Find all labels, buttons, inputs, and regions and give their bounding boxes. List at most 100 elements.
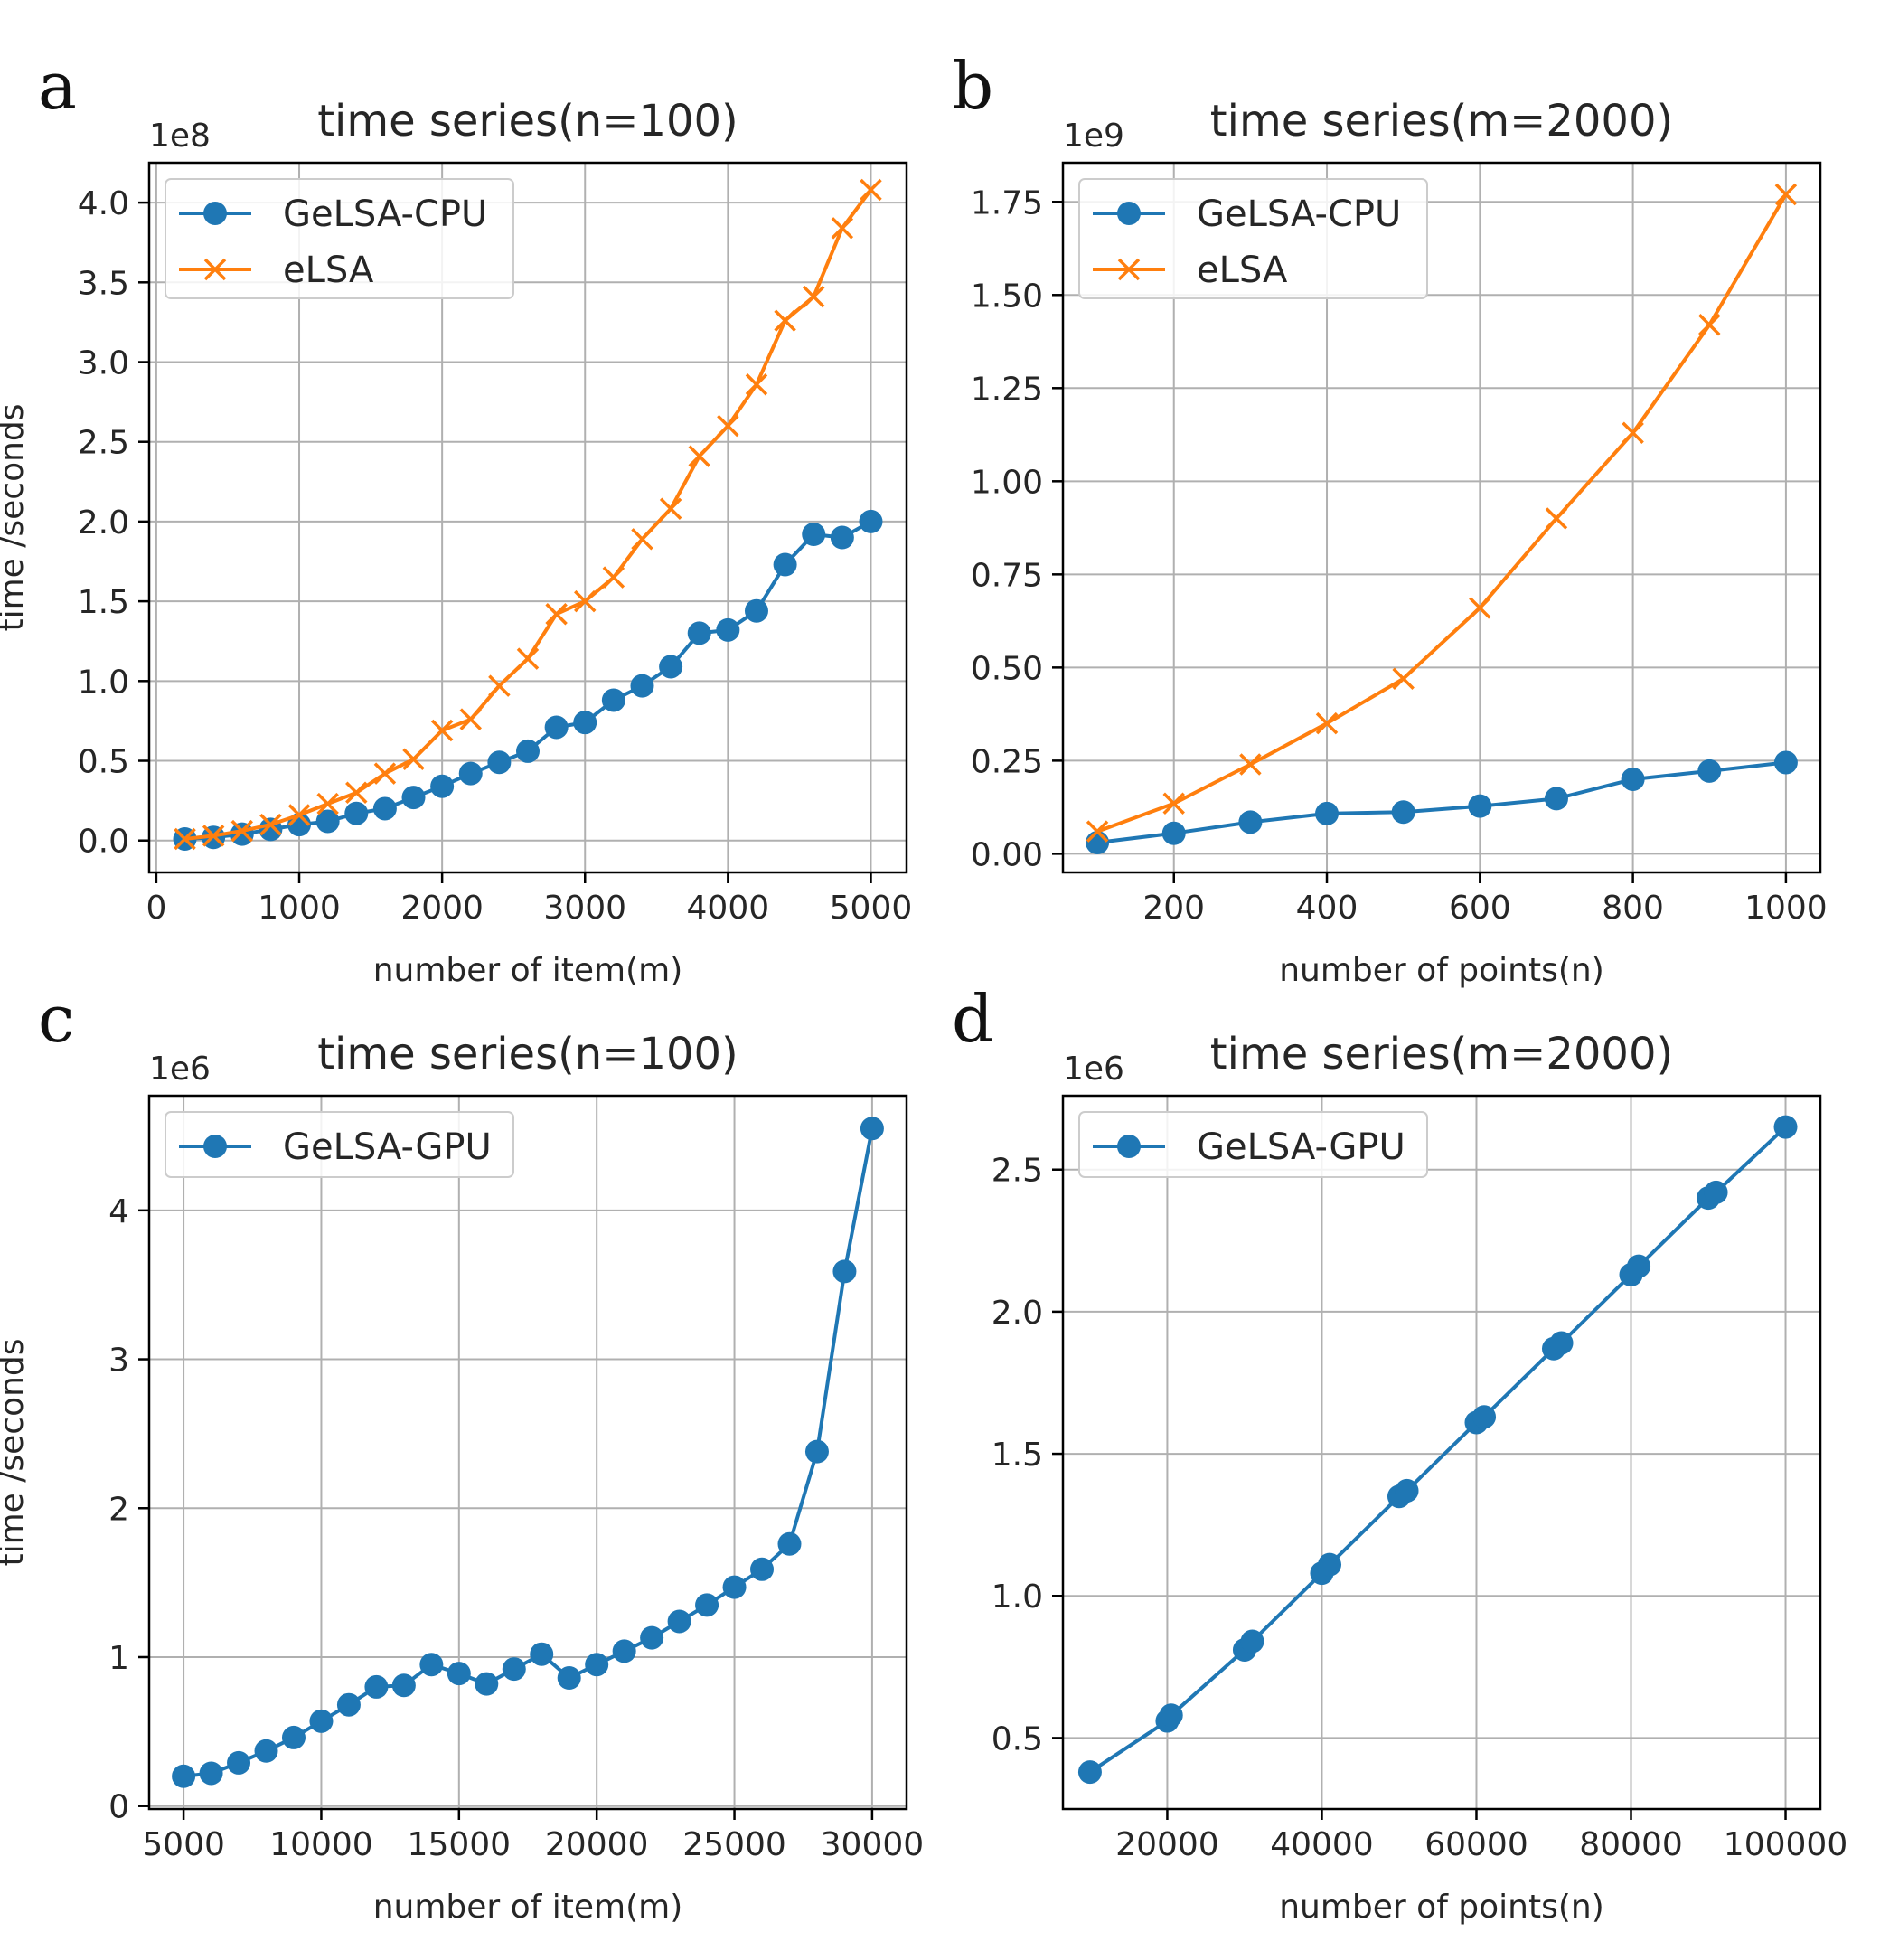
legend-label: eLSA — [283, 250, 374, 291]
data-point — [281, 1725, 306, 1749]
plot-area-c — [149, 1096, 907, 1809]
legend-marker — [1117, 258, 1141, 281]
y-tick-label: 2 — [108, 1491, 129, 1528]
series-gelsa-gpu-c — [172, 1117, 884, 1788]
x-axis-label-b: number of points(n) — [1279, 952, 1604, 989]
data-point — [316, 792, 339, 815]
data-point — [1238, 810, 1263, 834]
x-tick-label: 20000 — [545, 1826, 649, 1863]
panel-letter-d: d — [952, 981, 993, 1057]
data-point — [1544, 787, 1568, 811]
legend-c: GeLSA-GPU — [165, 1111, 514, 1178]
y-tick-label: 1.50 — [971, 278, 1043, 315]
data-point — [1162, 792, 1185, 815]
data-point — [860, 1117, 884, 1141]
data-point — [447, 1662, 471, 1686]
y-tick-label: 1.0 — [992, 1578, 1043, 1616]
data-point — [336, 1692, 361, 1717]
legend-marker — [1117, 202, 1141, 225]
y-tick-label: 1 — [108, 1640, 129, 1677]
axes-frame-c — [147, 1094, 908, 1811]
series-line — [1088, 1126, 1787, 1774]
y-tick-label: 0.0 — [78, 824, 129, 861]
y-tick-label: 0.5 — [992, 1720, 1043, 1757]
y-axis-label-a: time /seconds — [0, 403, 31, 631]
legend-a: GeLSA-CPU eLSA — [165, 178, 514, 299]
y-tick-label: 4 — [108, 1193, 129, 1230]
x-tick-label: 600 — [1449, 890, 1511, 927]
data-point — [1697, 759, 1722, 783]
legend-marker — [1117, 1135, 1141, 1158]
data-point — [1086, 831, 1110, 855]
y-tick-label: 4.0 — [78, 185, 129, 222]
data-point — [773, 552, 797, 577]
x-tick-label: 4000 — [687, 890, 770, 927]
data-point — [557, 1666, 581, 1691]
y-offset-label-d: 1e6 — [1063, 1051, 1124, 1088]
x-tick-label: 20000 — [1115, 1826, 1219, 1863]
data-point — [516, 739, 540, 763]
data-point — [1773, 750, 1798, 775]
ticks-c: 5000 10000 15000 20000 25000 30000 0 1 2 3 4 — [108, 1193, 924, 1863]
x-tick-label: 2000 — [400, 890, 484, 927]
legend-label: GeLSA-GPU — [1197, 1126, 1405, 1168]
chart-title-a: time series(n=100) — [317, 96, 738, 146]
legend-label: GeLSA-CPU — [1197, 193, 1401, 235]
x-tick-label: 0 — [146, 890, 166, 927]
data-point — [1240, 1629, 1264, 1654]
data-point — [1698, 314, 1721, 336]
data-point — [1627, 1254, 1651, 1278]
data-point — [430, 774, 455, 798]
data-point — [777, 1531, 802, 1556]
y-tick-label: 2.5 — [992, 1153, 1043, 1190]
data-point — [573, 711, 597, 735]
data-point — [315, 809, 340, 834]
data-point — [309, 1709, 334, 1733]
series-elsa-b — [1086, 183, 1798, 843]
y-tick-label: 0.00 — [971, 836, 1043, 873]
data-point — [254, 1739, 278, 1763]
data-point — [774, 309, 796, 332]
data-point — [202, 825, 225, 847]
data-point — [1469, 597, 1491, 619]
data-point — [585, 1653, 609, 1677]
x-tick-label: 60000 — [1424, 1826, 1528, 1863]
data-point — [859, 509, 883, 533]
data-point — [832, 1259, 857, 1284]
data-point — [640, 1625, 664, 1650]
y-tick-label: 3.5 — [78, 265, 129, 302]
legend-box — [165, 178, 514, 299]
y-tick-label: 1.5 — [992, 1437, 1043, 1474]
data-point — [199, 1761, 223, 1786]
legend-label: GeLSA-CPU — [283, 193, 487, 235]
grid-c — [149, 1096, 907, 1809]
x-axis-label-d: number of points(n) — [1279, 1889, 1604, 1926]
data-point — [1774, 183, 1798, 206]
data-point — [502, 1657, 526, 1682]
y-tick-label: 2.0 — [992, 1295, 1043, 1332]
data-point — [750, 1557, 775, 1581]
y-tick-label: 0 — [108, 1789, 129, 1826]
y-tick-label: 1.0 — [78, 664, 129, 701]
y-tick-label: 1.00 — [971, 464, 1043, 501]
data-point — [1468, 794, 1492, 818]
data-point — [391, 1673, 416, 1698]
data-point — [1472, 1405, 1497, 1429]
y-axis-label-c: time /seconds — [0, 1338, 31, 1566]
x-tick-label: 400 — [1296, 890, 1358, 927]
data-point — [372, 796, 397, 821]
panel-letter-c: c — [38, 981, 74, 1057]
y-tick-label: 1.75 — [971, 184, 1043, 221]
x-tick-label: 5000 — [142, 1826, 225, 1863]
x-tick-label: 1000 — [258, 890, 341, 927]
data-point — [487, 750, 512, 775]
chart-title-b: time series(m=2000) — [1210, 96, 1673, 146]
data-point — [488, 674, 511, 697]
legend-label: eLSA — [1197, 250, 1288, 291]
data-point — [230, 819, 254, 843]
data-point — [601, 688, 625, 712]
legend-label: GeLSA-GPU — [283, 1126, 492, 1168]
panel-letter-a: a — [38, 48, 77, 124]
panel-d: d time series(m=2000) 1e6 number of poin… — [952, 981, 1847, 1926]
data-point — [344, 801, 369, 825]
